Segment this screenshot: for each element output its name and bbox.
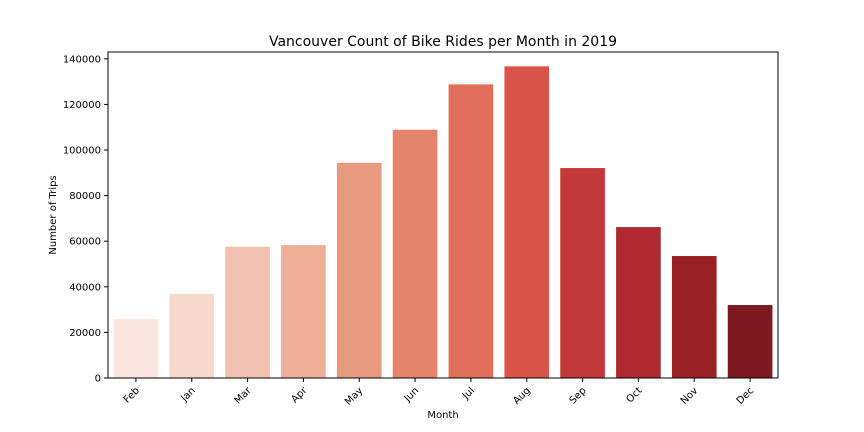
x-axis-label: Month <box>427 410 458 421</box>
x-tick-label-mar: Mar <box>233 385 255 407</box>
x-tick-label-nov: Nov <box>679 385 701 407</box>
x-tick-label-jan: Jan <box>178 385 197 404</box>
x-tick-label-oct: Oct <box>625 385 645 405</box>
plot-frame <box>107 51 779 379</box>
y-tick-label: 60000 <box>69 237 101 248</box>
x-tick-label-jul: Jul <box>460 385 477 402</box>
y-axis-ticks: 0 20000 40000 60000 80000 100000 120000 140000 <box>63 54 108 385</box>
bar-jun <box>392 129 438 378</box>
bar-jul <box>448 84 494 379</box>
y-tick-label: 0 <box>95 374 101 385</box>
bar-may <box>336 162 382 378</box>
bar-oct <box>616 227 661 378</box>
x-tick-label-apr: Apr <box>290 385 311 406</box>
y-tick-label: 40000 <box>69 282 101 293</box>
y-tick-label: 80000 <box>69 191 101 202</box>
x-tick-label-jun: Jun <box>402 385 422 405</box>
bar-aug <box>504 66 550 379</box>
x-tick-label-may: May <box>343 385 365 407</box>
chart-title: Vancouver Count of Bike Rides per Month … <box>269 34 617 50</box>
bar-dec <box>727 305 773 378</box>
y-tick-label: 120000 <box>63 100 101 111</box>
x-tick-label-aug: Aug <box>511 385 533 407</box>
y-tick-label: 20000 <box>69 328 101 339</box>
bar-apr <box>281 245 326 378</box>
x-tick-label-feb: Feb <box>122 385 142 405</box>
y-axis-label: Number of Trips <box>48 175 59 254</box>
bars-group <box>113 66 773 379</box>
bar-jan <box>169 294 215 378</box>
y-tick-label: 100000 <box>63 146 101 157</box>
bar-mar <box>225 246 270 378</box>
bar-sep <box>560 168 605 378</box>
x-axis-ticks: Feb Jan Mar Apr May Jun Jul Aug Sep Oct Nov Dec <box>122 378 756 408</box>
x-tick-label-sep: Sep <box>568 385 589 406</box>
x-tick-label-dec: Dec <box>735 385 756 406</box>
bar-feb <box>113 318 159 378</box>
y-tick-label: 140000 <box>63 54 101 65</box>
bar-nov <box>671 256 717 378</box>
